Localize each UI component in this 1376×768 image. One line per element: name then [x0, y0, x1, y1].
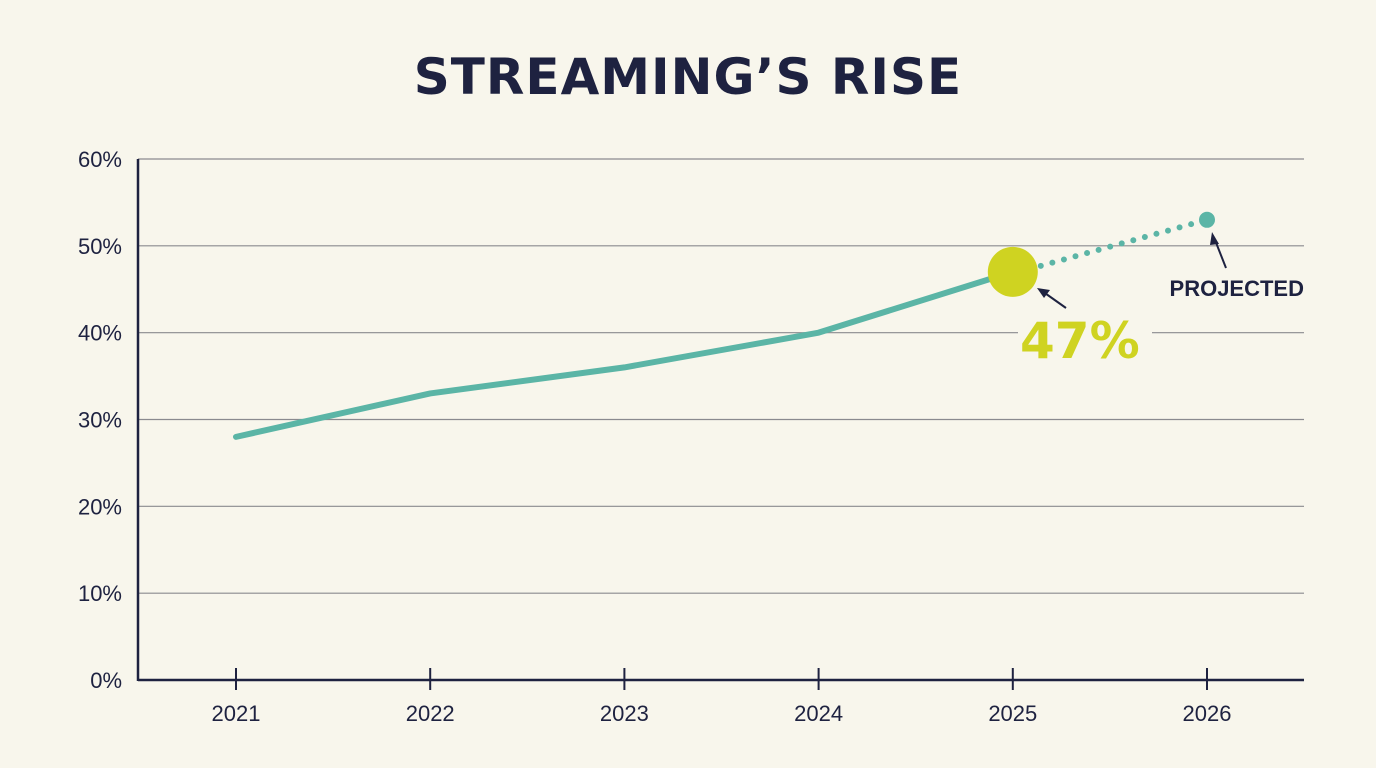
projected-point [1199, 211, 1215, 228]
y-tick-label: 60% [78, 147, 122, 172]
arrowhead [1210, 232, 1219, 245]
x-tick-label: 2024 [794, 701, 843, 726]
y-tick-label: 30% [78, 408, 122, 433]
y-tick-label: 40% [78, 321, 122, 346]
x-tick-label: 2021 [212, 701, 261, 726]
projected-line [1037, 216, 1210, 269]
y-tick-label: 10% [78, 581, 122, 606]
projected-label: PROJECTED [1170, 276, 1304, 301]
chart-title: STREAMING’S RISE [413, 48, 963, 106]
series-line [233, 268, 1016, 440]
x-tick-label: 2026 [1183, 701, 1232, 726]
x-tick-label: 2025 [988, 701, 1037, 726]
label-background [1018, 318, 1152, 360]
x-tick-label: 2023 [600, 701, 649, 726]
arrowhead [1037, 288, 1050, 298]
y-tick-label: 50% [78, 234, 122, 259]
highlight-value-label: 47% [1020, 312, 1140, 370]
x-tick-label: 2022 [406, 701, 455, 726]
y-tick-label: 20% [78, 494, 122, 519]
highlight-point [987, 246, 1038, 297]
y-tick-label: 0% [90, 668, 122, 693]
annotation-arrow [1214, 239, 1227, 269]
